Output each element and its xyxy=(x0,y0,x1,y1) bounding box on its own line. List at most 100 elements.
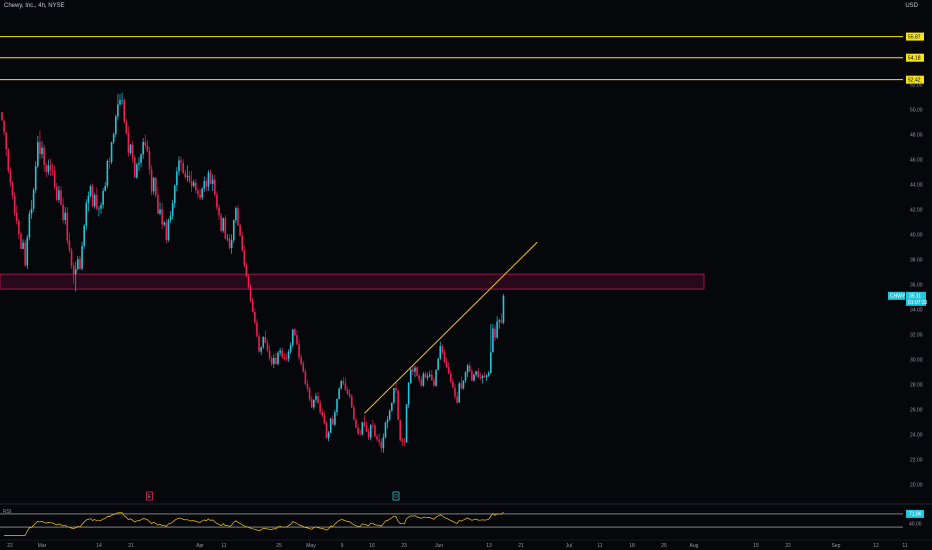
candle xyxy=(123,98,126,125)
candle-body xyxy=(218,207,220,216)
candle xyxy=(258,332,260,353)
candle-body xyxy=(494,328,496,338)
candle-body xyxy=(64,212,67,221)
countdown-label: 01:07:33 xyxy=(908,300,928,306)
time-tick-label: May xyxy=(306,543,316,549)
candle xyxy=(308,386,311,402)
candle-body xyxy=(117,104,119,117)
candle xyxy=(165,218,168,244)
candle xyxy=(74,261,77,292)
candle-body xyxy=(416,367,418,376)
candle xyxy=(45,162,48,178)
candle-body xyxy=(428,374,431,377)
candle xyxy=(136,162,138,179)
candle xyxy=(454,383,456,399)
candle-body xyxy=(374,425,376,437)
candle xyxy=(300,354,302,366)
candle-body xyxy=(182,162,185,174)
candle xyxy=(306,380,309,392)
time-tick-label: Mar xyxy=(38,543,47,549)
candle-body xyxy=(258,336,260,352)
candle-body xyxy=(144,141,147,146)
candle-body xyxy=(439,346,442,359)
time-tick-label: 22 xyxy=(7,543,13,549)
candle xyxy=(395,382,397,394)
candle xyxy=(140,153,142,168)
rsi-tick-label: 71.86 xyxy=(909,512,922,518)
candle xyxy=(273,354,275,369)
time-tick-label: 14 xyxy=(96,543,102,549)
candle xyxy=(161,202,163,230)
candle xyxy=(214,174,216,197)
candle-body xyxy=(85,202,88,226)
candle xyxy=(87,191,90,212)
candle xyxy=(279,347,281,356)
candle-body xyxy=(502,295,505,323)
candle-body xyxy=(32,190,35,209)
candle-body xyxy=(152,177,155,192)
chart-title: Chewy, Inc., 4h, NYSE xyxy=(4,3,65,9)
candle xyxy=(254,308,256,325)
candle xyxy=(144,134,147,149)
price-tick-label: 22.00 xyxy=(910,457,923,463)
price-level-label: 54.18 xyxy=(908,56,921,62)
candle-body xyxy=(401,440,404,442)
candle-body xyxy=(24,242,26,266)
candle xyxy=(235,206,237,223)
candle xyxy=(155,176,157,198)
candle-body xyxy=(477,371,479,378)
price-level-label: 55.87 xyxy=(908,34,921,40)
candle xyxy=(420,376,423,387)
candle xyxy=(361,421,364,436)
candle xyxy=(205,177,208,192)
candle xyxy=(117,94,119,121)
candle xyxy=(11,180,14,200)
candle xyxy=(323,412,326,425)
candle-body xyxy=(68,240,71,251)
candle-body xyxy=(397,390,399,420)
candle xyxy=(89,184,92,198)
candle xyxy=(24,239,26,268)
candle xyxy=(310,396,313,409)
candle xyxy=(51,163,54,176)
candle xyxy=(313,399,315,410)
candle-body xyxy=(203,180,206,189)
candle xyxy=(53,165,56,190)
candle-body xyxy=(464,372,467,381)
candle-body xyxy=(447,367,450,374)
candle-body xyxy=(369,425,372,438)
candle xyxy=(426,372,429,381)
candle-body xyxy=(123,100,126,122)
candle xyxy=(228,234,231,250)
candle xyxy=(283,353,286,361)
candle-body xyxy=(365,425,368,432)
candle-body xyxy=(283,357,286,359)
candle xyxy=(186,165,189,182)
candle xyxy=(342,377,345,386)
candle xyxy=(106,159,109,189)
candle-body xyxy=(106,160,109,186)
candle-body xyxy=(167,220,170,241)
candle xyxy=(294,327,296,337)
candle-body xyxy=(420,379,423,386)
candle-body xyxy=(30,208,33,214)
candle xyxy=(464,371,467,383)
candle-body xyxy=(53,170,56,187)
candle xyxy=(490,324,492,374)
candle xyxy=(266,339,269,353)
price-level-label: 52.42 xyxy=(908,77,921,83)
candle xyxy=(129,144,132,155)
candle xyxy=(428,370,431,378)
candle xyxy=(481,374,484,384)
candle xyxy=(220,213,222,233)
candle-body xyxy=(262,337,265,348)
candle-body xyxy=(249,286,252,301)
candle-body xyxy=(393,387,395,403)
candles-layer xyxy=(1,92,505,453)
candle-body xyxy=(96,195,98,209)
candle-body xyxy=(500,320,503,323)
candle xyxy=(291,329,294,348)
candle-body xyxy=(237,208,239,226)
candle-body xyxy=(445,361,448,368)
